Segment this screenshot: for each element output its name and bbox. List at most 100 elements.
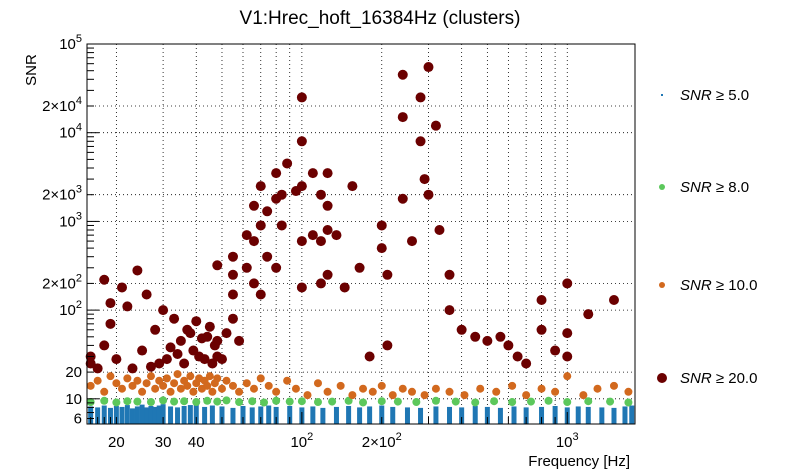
data-point xyxy=(460,391,469,400)
data-point xyxy=(285,397,294,406)
data-point xyxy=(217,384,226,393)
data-point xyxy=(297,397,306,406)
data-point xyxy=(166,387,175,396)
data-point xyxy=(339,282,350,293)
data-point xyxy=(412,398,421,407)
data-point xyxy=(552,405,558,424)
data-point xyxy=(240,405,246,424)
data-point xyxy=(262,251,273,262)
data-point xyxy=(172,349,183,360)
data-point xyxy=(138,387,147,396)
data-point xyxy=(415,92,426,103)
data-point xyxy=(105,318,116,329)
data-point xyxy=(624,398,633,407)
data-point xyxy=(228,381,237,390)
y-tick-label: 10 xyxy=(65,391,82,408)
data-point xyxy=(127,363,138,374)
data-point xyxy=(150,324,161,335)
y-tick-label: 102 xyxy=(59,299,82,319)
data-point xyxy=(291,384,300,393)
data-point xyxy=(303,391,312,400)
data-point xyxy=(624,387,633,396)
data-point xyxy=(511,406,517,424)
data-point xyxy=(101,405,107,424)
data-point xyxy=(158,305,169,316)
data-point xyxy=(377,381,386,390)
data-point xyxy=(137,345,148,356)
data-point xyxy=(176,384,185,393)
data-point xyxy=(203,396,212,405)
series-1 xyxy=(86,396,633,407)
data-point xyxy=(111,354,122,365)
data-point xyxy=(179,358,190,369)
grid xyxy=(87,44,635,424)
data-point xyxy=(175,335,186,346)
data-point xyxy=(307,168,318,179)
data-point xyxy=(357,407,363,424)
data-point xyxy=(536,324,547,335)
data-point xyxy=(445,387,454,396)
data-point xyxy=(272,387,281,396)
y-tick-label: 6 xyxy=(74,410,82,427)
data-point xyxy=(235,387,244,396)
x-tick-label: 103 xyxy=(556,431,579,451)
data-point xyxy=(222,396,231,405)
series-2 xyxy=(86,370,633,400)
data-point xyxy=(406,236,417,247)
y-axis-label: SNR xyxy=(23,54,40,86)
data-point xyxy=(423,62,434,73)
legend: SNR ≥ 5.0 SNR ≥ 8.0 SNR ≥ 10.0 SNR ≥ 20.0 xyxy=(657,87,757,387)
data-point xyxy=(202,331,213,342)
data-point xyxy=(216,354,227,365)
data-point xyxy=(377,397,386,406)
data-point xyxy=(134,406,140,424)
data-point xyxy=(415,136,426,147)
data-point xyxy=(472,405,478,424)
data-point xyxy=(629,405,635,424)
data-point xyxy=(112,398,121,407)
data-point xyxy=(331,230,342,241)
data-point xyxy=(563,372,572,381)
data-point xyxy=(141,289,152,300)
data-point xyxy=(193,403,199,424)
data-point xyxy=(249,407,255,424)
chart-marks xyxy=(85,62,635,424)
data-point xyxy=(199,354,210,365)
data-point xyxy=(344,396,353,405)
data-point xyxy=(562,351,573,362)
x-tick-label: 20 xyxy=(108,434,125,451)
data-point xyxy=(133,397,142,406)
data-point xyxy=(397,112,408,123)
data-point xyxy=(315,278,326,289)
data-point xyxy=(151,384,160,393)
series-3 xyxy=(85,62,619,374)
data-point xyxy=(470,331,481,342)
data-point xyxy=(575,406,581,424)
data-point xyxy=(106,372,115,381)
data-point xyxy=(248,397,257,406)
y-tick-label: 105 xyxy=(59,33,82,53)
data-point xyxy=(382,269,393,280)
data-point xyxy=(322,168,333,179)
data-point xyxy=(296,181,307,192)
data-point xyxy=(107,407,113,424)
series-0 xyxy=(88,403,635,424)
data-point xyxy=(310,406,316,424)
data-point xyxy=(296,136,307,147)
y-tick-label: 2×102 xyxy=(42,272,82,292)
data-point xyxy=(418,407,424,424)
data-point xyxy=(191,316,202,327)
legend-item: SNR ≥ 20.0 xyxy=(657,370,757,387)
data-point xyxy=(159,381,168,390)
data-point xyxy=(484,406,490,424)
data-point xyxy=(235,398,244,407)
data-point xyxy=(160,404,166,424)
data-point xyxy=(368,387,377,396)
data-point xyxy=(376,220,387,231)
data-point xyxy=(213,397,222,406)
data-point xyxy=(313,379,322,388)
data-point xyxy=(307,230,318,241)
data-point xyxy=(346,405,352,424)
data-point xyxy=(133,376,142,385)
data-point xyxy=(430,120,441,131)
